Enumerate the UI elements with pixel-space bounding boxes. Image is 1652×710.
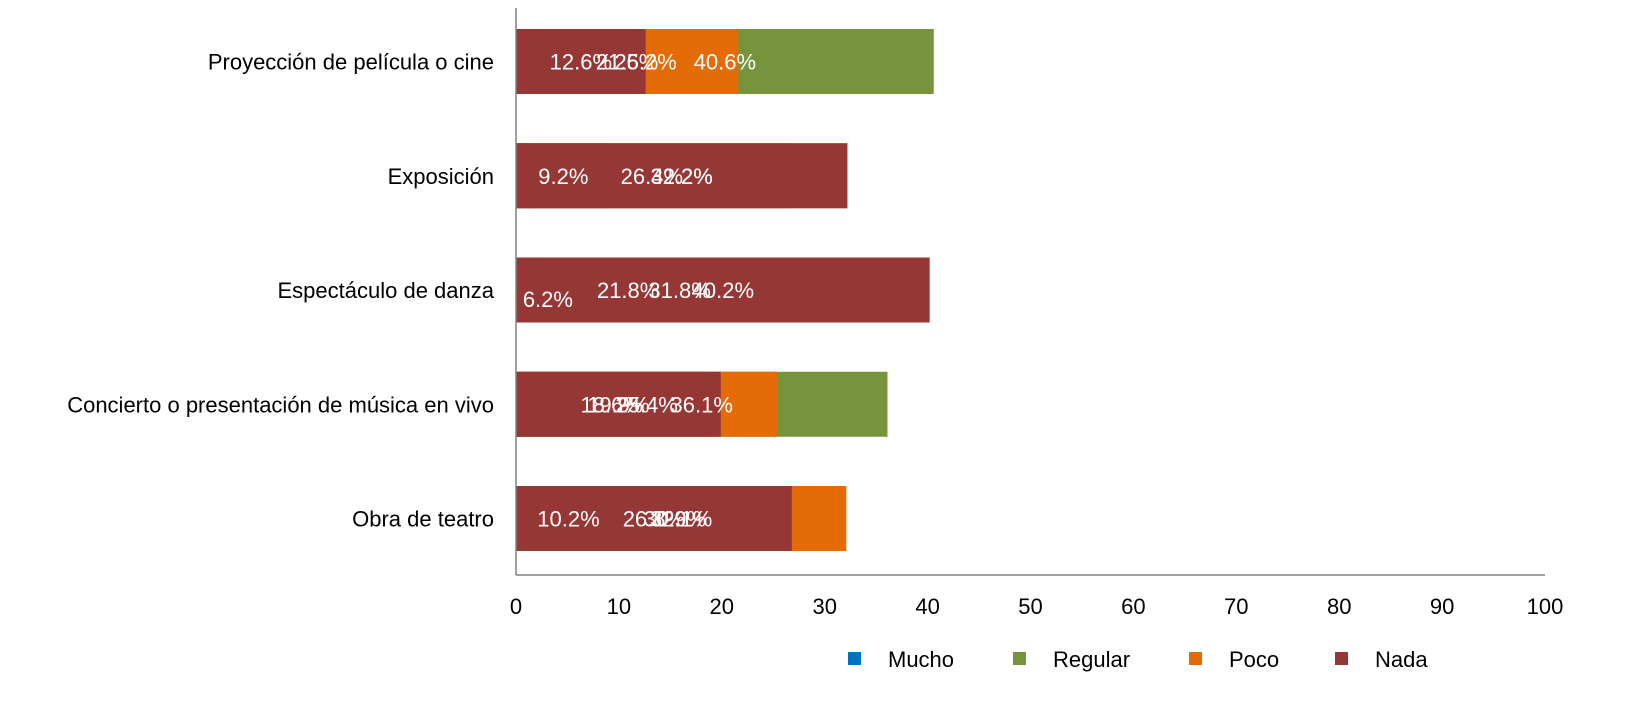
x-tick-label-40: 40	[915, 594, 939, 619]
x-tick-label-30: 30	[812, 594, 836, 619]
legend-label-poco: Poco	[1229, 647, 1279, 672]
data-label-mucho-0: 25.2%	[614, 50, 676, 75]
category-label-4: Obra de teatro	[352, 507, 494, 532]
data-label-mucho-2: 6.2%	[523, 287, 573, 312]
legend-swatch-nada	[1335, 652, 1348, 665]
legend-swatch-regular	[1013, 652, 1026, 665]
category-label-1: Exposición	[388, 164, 494, 189]
data-label-nada-4: 26.8%	[623, 507, 685, 532]
axis-layer	[515, 8, 1545, 576]
legend-label-nada: Nada	[1375, 647, 1428, 672]
legend-label-mucho: Mucho	[888, 647, 954, 672]
x-tick-label-80: 80	[1327, 594, 1351, 619]
legend-label-regular: Regular	[1053, 647, 1130, 672]
data-label-regular-2: 21.8%	[597, 278, 659, 303]
data-label-poco-0: 21.6%	[596, 50, 658, 75]
bar-nada-1	[516, 143, 848, 209]
category-label-2: Espectáculo de danza	[278, 278, 495, 303]
data-label-nada-3: 19.9%	[587, 392, 649, 417]
data-label-regular-0: 40.6%	[694, 50, 756, 75]
x-tick-label-10: 10	[607, 594, 631, 619]
data-label-poco-4: 32.1%	[650, 507, 712, 532]
category-label-3: Concierto o presentación de música en vi…	[67, 392, 494, 417]
x-tick-label-0: 0	[510, 594, 522, 619]
legend-swatch-poco	[1189, 652, 1202, 665]
data-label-nada-1: 32.2%	[650, 164, 712, 189]
tick-labels-layer: 0 10 20 30 40 50 60 70 80 90 100	[510, 594, 1563, 619]
category-labels-layer: Proyección de película o cine Exposición E…	[67, 50, 495, 532]
data-label-poco-2: 31.8%	[648, 278, 710, 303]
bar-nada-2	[516, 257, 930, 323]
legend: Mucho Regular Poco Nada	[848, 647, 1428, 672]
data-label-regular-4: 30.9%	[644, 507, 706, 532]
data-label-poco-3: 25.4%	[615, 392, 677, 417]
data-label-regular-1: 26.4%	[621, 164, 683, 189]
data-label-regular-3: 36.1%	[671, 392, 733, 417]
bar-nada-0	[516, 29, 646, 94]
data-labels-layer: 25.2% 40.6%21.6%12.6%9.2% 26.4%32.2%32.2%6…	[523, 50, 756, 532]
data-label-poco-1: 32.2%	[650, 164, 712, 189]
bar-nada-4	[516, 486, 792, 551]
category-label-0: Proyección de película o cine	[208, 50, 494, 75]
data-label-mucho-3: 18.6%	[581, 392, 643, 417]
x-tick-label-20: 20	[710, 594, 734, 619]
x-tick-label-100: 100	[1527, 594, 1564, 619]
bar-nada-3	[516, 371, 721, 437]
data-label-mucho-1: 9.2%	[538, 164, 588, 189]
legend-swatch-mucho	[848, 652, 861, 665]
x-tick-label-90: 90	[1430, 594, 1454, 619]
data-label-nada-0: 12.6%	[550, 50, 612, 75]
data-label-nada-2: 40.2%	[692, 278, 754, 303]
data-label-mucho-4: 10.2%	[537, 507, 599, 532]
x-tick-label-70: 70	[1224, 594, 1248, 619]
x-tick-label-60: 60	[1121, 594, 1145, 619]
x-tick-label-50: 50	[1018, 594, 1042, 619]
bars-layer	[516, 29, 934, 551]
